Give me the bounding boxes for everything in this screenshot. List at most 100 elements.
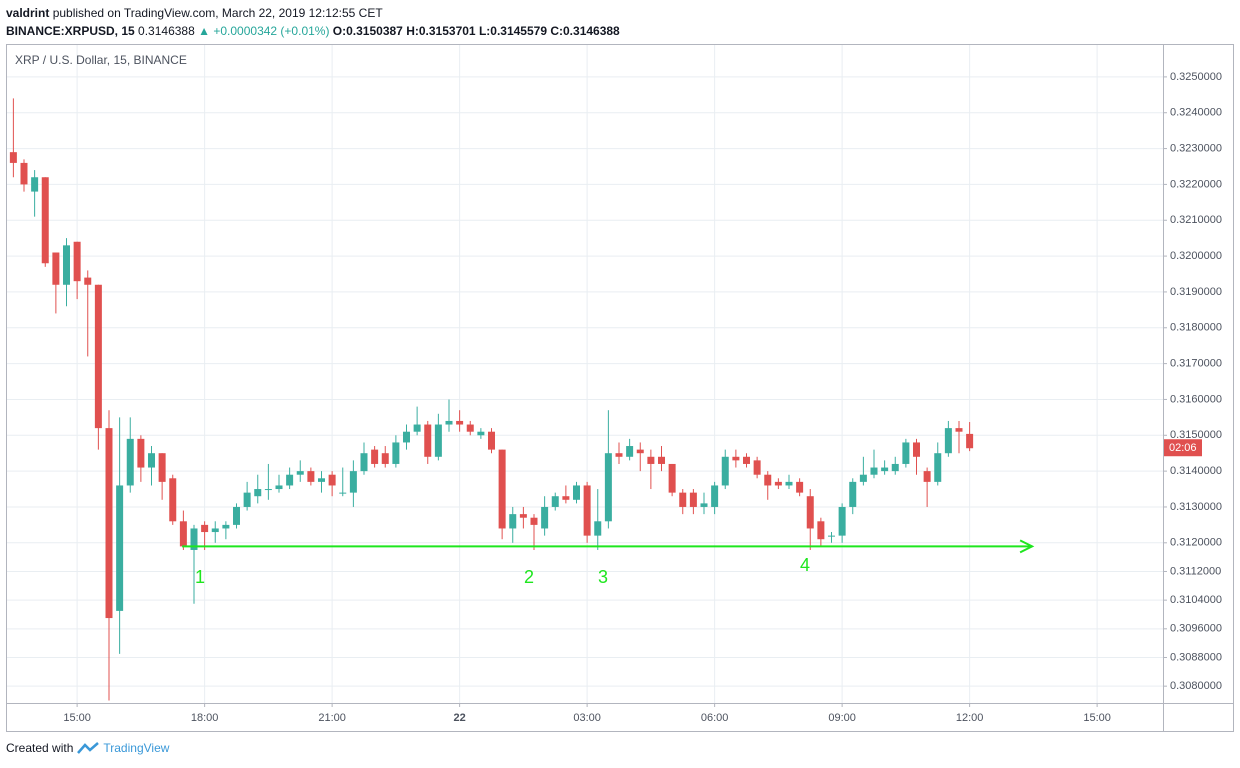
low: L:0.3145579 xyxy=(478,24,547,38)
candle-body xyxy=(891,463,899,472)
y-tick-label: 0.3112000 xyxy=(1170,565,1221,577)
x-tick-label: 12:00 xyxy=(956,712,984,724)
candle-body xyxy=(700,503,708,507)
candle-body xyxy=(689,492,697,507)
candle-body xyxy=(158,453,166,482)
candle-body xyxy=(658,456,665,464)
candle-body xyxy=(73,241,81,282)
candle-body xyxy=(562,496,570,500)
y-tick-label: 0.3160000 xyxy=(1170,393,1222,405)
y-tick-label: 0.3096000 xyxy=(1170,623,1222,635)
y-tick-label: 0.3220000 xyxy=(1170,178,1222,190)
candle-body xyxy=(286,474,294,486)
candle-body xyxy=(870,467,878,475)
candle-body xyxy=(785,481,793,486)
candle-body xyxy=(573,485,580,500)
y-tick-label: 0.3250000 xyxy=(1170,71,1222,83)
plot: 1 2 3 4 xyxy=(9,98,1035,701)
candle-body xyxy=(753,460,761,475)
y-tick-label: 0.3190000 xyxy=(1170,286,1222,298)
y-tick-label: 0.3120000 xyxy=(1170,537,1222,549)
candle-body xyxy=(615,453,623,457)
candle-body xyxy=(944,428,952,454)
y-tick-label: 0.3080000 xyxy=(1170,680,1222,692)
candle-body xyxy=(20,162,28,185)
countdown: 02:06 xyxy=(1169,442,1197,454)
chart: 1 2 3 4 XRP / U.S. Dollar, 15, BINANCE 0.32… xyxy=(6,44,1234,732)
candle-body xyxy=(243,492,251,507)
annotation: 1 xyxy=(195,567,205,587)
annotation: 3 xyxy=(598,567,608,587)
candle-body xyxy=(604,453,612,522)
author[interactable]: valdrint xyxy=(6,6,50,20)
footer: Created with TradingView xyxy=(6,741,169,755)
y-tick-label: 0.3210000 xyxy=(1170,214,1222,226)
y-tick-label: 0.3130000 xyxy=(1170,501,1222,513)
candle-body xyxy=(732,456,740,461)
candle-body xyxy=(594,521,602,536)
high: H:0.3153701 xyxy=(406,24,476,38)
open: O:0.3150387 xyxy=(332,24,403,38)
candle-body xyxy=(413,424,421,432)
y-tick-label: 0.3240000 xyxy=(1170,107,1222,119)
candle-body xyxy=(233,506,240,525)
y-tick-label: 0.3140000 xyxy=(1170,465,1222,477)
y-tick-label: 0.3104000 xyxy=(1170,594,1222,606)
candle-body xyxy=(31,177,39,192)
x-tick-label: 03:00 xyxy=(573,712,601,724)
candle-body xyxy=(371,449,379,464)
candle-body xyxy=(254,489,262,497)
candle-body xyxy=(434,424,442,457)
candle-body xyxy=(849,481,857,507)
publish-line: valdrint published on TradingView.com, M… xyxy=(6,4,620,22)
candle-body xyxy=(955,428,963,432)
candle-body xyxy=(222,524,230,529)
candle-body xyxy=(466,424,474,432)
candle-body xyxy=(477,431,485,436)
header: valdrint published on TradingView.com, M… xyxy=(6,4,620,40)
up-arrow: ▲ xyxy=(198,24,211,38)
x-tick-label: 22 xyxy=(454,712,466,724)
price-tag xyxy=(1164,439,1202,457)
candle-body xyxy=(116,485,124,611)
candle-body xyxy=(148,453,155,468)
candle-body xyxy=(583,485,591,536)
candle-body xyxy=(328,474,336,486)
candle-body xyxy=(403,431,410,443)
brand[interactable]: TradingView xyxy=(103,741,170,755)
candle-body xyxy=(9,152,17,163)
ohlc-line: BINANCE:XRPUSD, 15 0.3146388 ▲ +0.000034… xyxy=(6,22,620,40)
x-tick-label: 15:00 xyxy=(63,712,91,724)
y-tick-label: 0.3230000 xyxy=(1170,142,1222,154)
candle-body xyxy=(169,478,177,522)
candle-body xyxy=(859,474,867,482)
candle-body xyxy=(551,496,559,507)
candle-body xyxy=(318,478,325,482)
grid xyxy=(7,45,1163,703)
chart-title: XRP / U.S. Dollar, 15, BINANCE xyxy=(15,53,187,67)
candle-body xyxy=(902,442,910,464)
candle-body xyxy=(360,453,368,472)
y-tick-label: 0.3088000 xyxy=(1170,651,1222,663)
support-arrow-head xyxy=(1019,539,1035,554)
candle-body xyxy=(679,492,687,507)
candle-body xyxy=(806,496,814,529)
candle-body xyxy=(339,492,347,494)
candle-body xyxy=(296,471,304,475)
candle-body xyxy=(828,535,835,537)
candle-body xyxy=(264,489,272,491)
candle-body xyxy=(509,514,517,529)
x-tick-label: 21:00 xyxy=(318,712,346,724)
candle-body xyxy=(126,438,134,486)
candle-body xyxy=(881,467,889,472)
candle-body xyxy=(838,506,846,536)
candle-body xyxy=(796,481,804,493)
candle-body xyxy=(456,420,464,425)
candle-body xyxy=(392,442,400,464)
candle-body xyxy=(774,481,782,486)
candle-body xyxy=(52,252,60,285)
x-tick-label: 18:00 xyxy=(191,712,219,724)
symbol: BINANCE:XRPUSD, 15 xyxy=(6,24,135,38)
annotation: 4 xyxy=(800,555,810,575)
